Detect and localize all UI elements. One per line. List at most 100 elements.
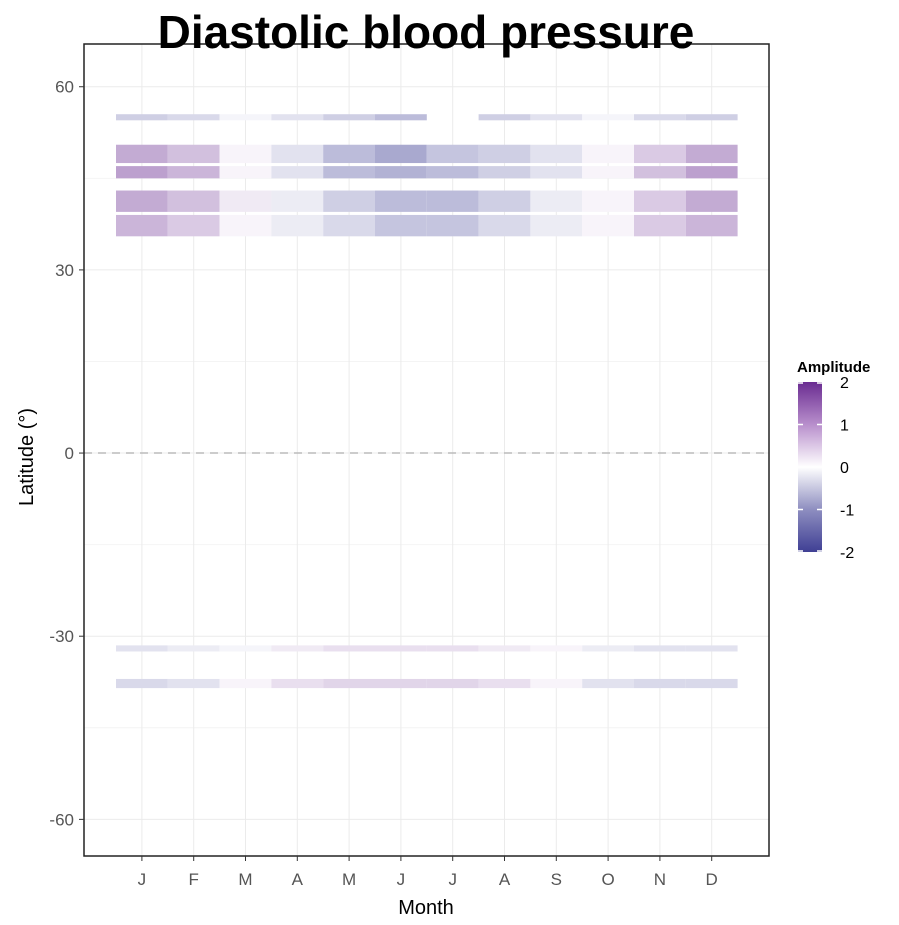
heatmap-cell bbox=[271, 678, 324, 689]
heatmap-cell bbox=[167, 678, 220, 689]
legend-tick-label: 1 bbox=[840, 418, 849, 435]
heatmap-cell bbox=[582, 645, 634, 652]
heatmap-cell bbox=[582, 144, 634, 164]
x-tick-label: A bbox=[499, 870, 511, 889]
heatmap-cell bbox=[685, 166, 738, 179]
heatmap-cell bbox=[116, 114, 168, 121]
x-tick-label: J bbox=[397, 870, 406, 889]
heatmap-cell bbox=[426, 645, 479, 652]
legend-tick-label: -2 bbox=[840, 545, 854, 562]
heatmap-cell bbox=[426, 678, 479, 689]
heatmap-cell bbox=[426, 190, 479, 212]
y-tick-label: 0 bbox=[65, 444, 74, 463]
heatmap-cell bbox=[116, 645, 168, 652]
x-tick-label: N bbox=[654, 870, 666, 889]
heatmap-cell bbox=[116, 166, 168, 179]
heatmap-cell bbox=[582, 678, 634, 689]
heatmap-cell bbox=[323, 144, 375, 164]
heatmap-cell bbox=[219, 114, 272, 121]
legend-ticks: 2 1 0 -1 -2 bbox=[798, 375, 854, 562]
heatmap-cell bbox=[685, 144, 738, 164]
heatmap-cell bbox=[634, 214, 686, 237]
heatmap-cell bbox=[478, 190, 531, 212]
heatmap-cell bbox=[478, 144, 531, 164]
heatmap-cell bbox=[167, 645, 220, 652]
heatmap-cell bbox=[375, 190, 427, 212]
heatmap-cell bbox=[634, 114, 686, 121]
heatmap-cell bbox=[271, 166, 324, 179]
heatmap-cell bbox=[323, 190, 375, 212]
y-tick-labels: 60 30 0 -30 -60 bbox=[49, 78, 84, 829]
heatmap-cell bbox=[116, 144, 168, 164]
heatmap-cell bbox=[478, 114, 531, 121]
color-legend: Amplitude 2 1 0 -1 -2 bbox=[797, 359, 870, 562]
heatmap-cell bbox=[375, 144, 427, 164]
legend-tick-label: -1 bbox=[840, 503, 854, 520]
heatmap-cell bbox=[582, 190, 634, 212]
heatmap-cell bbox=[323, 645, 375, 652]
heatmap-cell bbox=[634, 645, 686, 652]
heatmap-cell bbox=[478, 678, 531, 689]
heatmap-cell bbox=[530, 166, 583, 179]
heatmap-cell bbox=[530, 190, 583, 212]
heatmap-cell bbox=[685, 190, 738, 212]
heatmap-cell bbox=[375, 114, 427, 121]
y-axis-title: Latitude (°) bbox=[16, 408, 38, 506]
plot-panel-border bbox=[83, 43, 770, 857]
heatmap-cell bbox=[478, 214, 531, 237]
heatmap-cell bbox=[426, 144, 479, 164]
heatmap-cell bbox=[582, 166, 634, 179]
heatmap-cell bbox=[426, 166, 479, 179]
heatmap-cell bbox=[219, 166, 272, 179]
heatmap-cell bbox=[219, 144, 272, 164]
heatmap-cell bbox=[219, 678, 272, 689]
heatmap-cell bbox=[116, 678, 168, 689]
heatmap-cell bbox=[219, 214, 272, 237]
y-tick-label: 60 bbox=[55, 78, 74, 97]
heatmap-cell bbox=[685, 214, 738, 237]
x-tick-label: D bbox=[706, 870, 718, 889]
heatmap-cell bbox=[323, 678, 375, 689]
heatmap-cell bbox=[634, 678, 686, 689]
heatmap-cell bbox=[375, 214, 427, 237]
x-axis-title: Month bbox=[398, 897, 454, 919]
heatmap-cell bbox=[271, 144, 324, 164]
heatmap-cell bbox=[530, 214, 583, 237]
heatmap-cell bbox=[116, 190, 168, 212]
heatmap-cell bbox=[271, 214, 324, 237]
heatmap-cell bbox=[634, 190, 686, 212]
heatmap-cells bbox=[116, 114, 738, 689]
heatmap-cell bbox=[375, 678, 427, 689]
x-tick-label: O bbox=[601, 870, 614, 889]
x-tick-label: J bbox=[448, 870, 457, 889]
heatmap-cell bbox=[116, 214, 168, 237]
heatmap-cell bbox=[530, 144, 583, 164]
y-tick-label: 30 bbox=[55, 261, 74, 280]
heatmap-cell bbox=[271, 114, 324, 121]
x-tick-label: S bbox=[551, 870, 562, 889]
heatmap-cell bbox=[478, 645, 531, 652]
heatmap-cell bbox=[685, 678, 738, 689]
x-tick-label: A bbox=[292, 870, 304, 889]
heatmap-cell bbox=[685, 114, 738, 121]
y-tick-label: -60 bbox=[49, 810, 74, 829]
heatmap-cell bbox=[323, 166, 375, 179]
x-tick-label: M bbox=[342, 870, 356, 889]
x-tick-label: M bbox=[238, 870, 252, 889]
legend-tick-label: 2 bbox=[840, 375, 849, 392]
heatmap-cell bbox=[530, 678, 583, 689]
heatmap-cell bbox=[323, 214, 375, 237]
heatmap-cell bbox=[426, 214, 479, 237]
heatmap-cell bbox=[271, 645, 324, 652]
heatmap-cell bbox=[685, 645, 738, 652]
heatmap-cell bbox=[582, 114, 634, 121]
legend-tick-label: 0 bbox=[840, 460, 849, 477]
heatmap-cell bbox=[478, 166, 531, 179]
heatmap-cell bbox=[167, 114, 220, 121]
heatmap-cell bbox=[219, 190, 272, 212]
heatmap-cell bbox=[582, 214, 634, 237]
heatmap-cell bbox=[167, 166, 220, 179]
x-tick-label: J bbox=[138, 870, 147, 889]
